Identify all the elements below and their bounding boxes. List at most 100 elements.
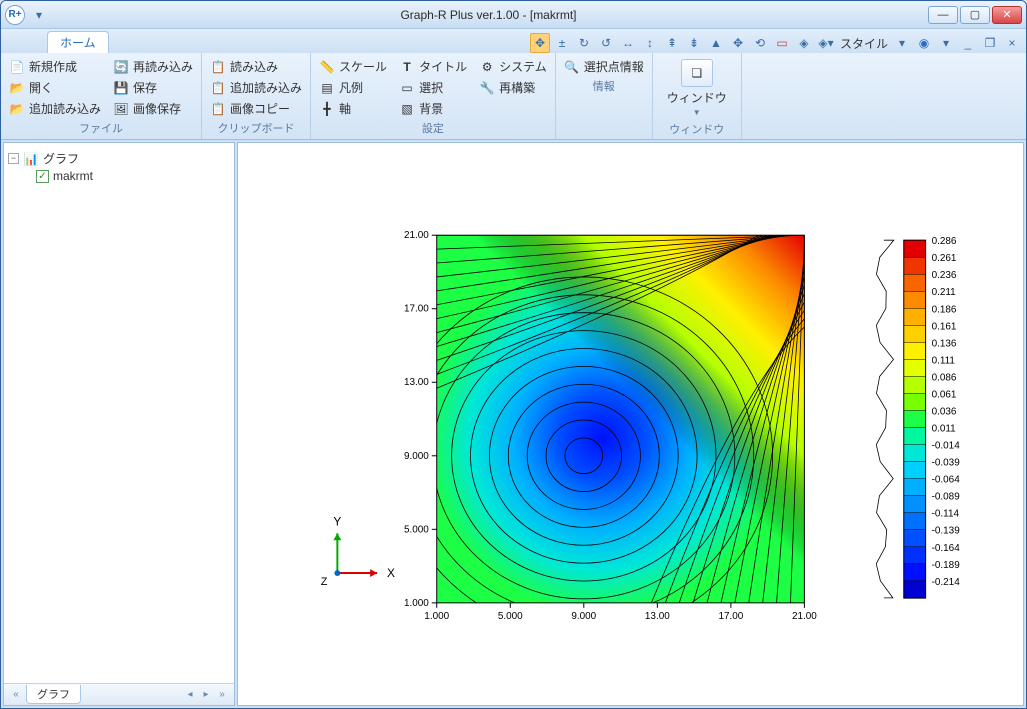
svg-text:0.211: 0.211 [932, 287, 957, 298]
svg-text:Z: Z [321, 576, 328, 588]
title-label: タイトル [419, 58, 467, 75]
qat-dropdown-icon[interactable]: ▾ [29, 5, 49, 25]
help-icon[interactable]: ◉ [914, 33, 934, 53]
save-button[interactable]: 💾保存 [111, 78, 195, 97]
reload-icon: 🔄 [113, 59, 129, 75]
group-file-label: ファイル [7, 120, 195, 136]
svg-text:-0.139: -0.139 [932, 526, 961, 537]
rotate-ccw-icon[interactable]: ↺ [596, 33, 616, 53]
pan-icon[interactable]: ✥ [728, 33, 748, 53]
adjust2-icon[interactable]: ⇟ [684, 33, 704, 53]
titlebar: R+ ▾ Graph-R Plus ver.1.00 - [makrmt] — … [1, 1, 1026, 29]
svg-text:0.136: 0.136 [932, 338, 957, 349]
move-icon[interactable]: ✥ [530, 33, 550, 53]
window-label: ウィンドウ [667, 89, 727, 106]
tree-nav-first-icon[interactable]: « [10, 689, 22, 701]
help-dropdown-icon[interactable]: ▾ [936, 33, 956, 53]
title-button[interactable]: Tタイトル [397, 57, 469, 76]
selpoint-button[interactable]: 🔍選択点情報 [562, 57, 646, 76]
refresh-icon[interactable]: ⟲ [750, 33, 770, 53]
flip-h-icon[interactable]: ↔ [618, 33, 638, 53]
scale-icon: 📏 [319, 59, 335, 75]
svg-text:13.00: 13.00 [645, 611, 670, 622]
select-rect-icon[interactable]: ▭ [772, 33, 792, 53]
svg-text:-0.014: -0.014 [932, 441, 961, 452]
tree-nav-last-icon[interactable]: » [216, 689, 228, 701]
axis-label: 軸 [339, 100, 351, 117]
group-settings: 📏スケール ▤凡例 ╋軸 Tタイトル ▭選択 ▧背景 ⚙システム 🔧再構築 設定 [311, 53, 556, 139]
new-label: 新規作成 [29, 58, 77, 75]
select-button[interactable]: ▭選択 [397, 78, 469, 97]
mdi-close-icon[interactable]: × [1002, 33, 1022, 53]
svg-text:13.00: 13.00 [404, 377, 429, 388]
legend-button[interactable]: ▤凡例 [317, 78, 389, 97]
pointer-icon[interactable]: ▲ [706, 33, 726, 53]
svg-text:5.000: 5.000 [404, 524, 429, 535]
svg-text:17.00: 17.00 [718, 611, 743, 622]
background-button[interactable]: ▧背景 [397, 99, 469, 118]
ribbon-tabstrip: ホーム ✥ ± ↻ ↺ ↔ ↕ ⇞ ⇟ ▲ ✥ ⟲ ▭ ◈ ◈▾ スタイル▾ ◉… [1, 29, 1026, 53]
tree-tab-graph[interactable]: グラフ [26, 685, 81, 704]
add-folder-icon: 📂 [9, 101, 25, 117]
scale-button[interactable]: 📏スケール [317, 57, 389, 76]
tree-tabbar: « グラフ ◂ ▸ » [4, 683, 234, 705]
clip-addload-button[interactable]: 📋追加読み込み [208, 78, 304, 97]
svg-text:9.000: 9.000 [571, 611, 596, 622]
open-folder-icon: 📂 [9, 80, 25, 96]
style-dropdown-icon[interactable]: ▾ [892, 33, 912, 53]
tree-item-row[interactable]: ✓ makrmt [8, 168, 230, 184]
maximize-button[interactable]: ▢ [960, 6, 990, 24]
new-button[interactable]: 📄新規作成 [7, 57, 103, 76]
axis-button[interactable]: ╋軸 [317, 99, 389, 118]
system-icon: ⚙ [479, 59, 495, 75]
open-label: 開く [29, 79, 53, 96]
select-icon: ▭ [399, 80, 415, 96]
axis-icon: ╋ [319, 101, 335, 117]
tree-nav-next-icon[interactable]: ▸ [200, 689, 212, 701]
svg-text:-0.064: -0.064 [932, 475, 961, 486]
zoom-in-icon[interactable]: ± [552, 33, 572, 53]
reload-button[interactable]: 🔄再読み込み [111, 57, 195, 76]
window-button[interactable]: ❏ ウィンドウ ▼ [659, 57, 735, 119]
close-button[interactable]: ✕ [992, 6, 1022, 24]
svg-text:17.00: 17.00 [404, 304, 429, 315]
scale-label: スケール [339, 58, 387, 75]
rotate-cw-icon[interactable]: ↻ [574, 33, 594, 53]
group-settings-label: 設定 [317, 120, 549, 136]
svg-text:0.261: 0.261 [932, 253, 957, 264]
rebuild-icon: 🔧 [479, 80, 495, 96]
app-icon[interactable]: R+ [5, 5, 25, 25]
open-button[interactable]: 📂開く [7, 78, 103, 97]
flip-v-icon[interactable]: ↕ [640, 33, 660, 53]
group-window: ❏ ウィンドウ ▼ ウィンドウ [653, 53, 742, 139]
tab-home[interactable]: ホーム [47, 31, 109, 53]
cube-dropdown-icon[interactable]: ◈▾ [816, 33, 836, 53]
rebuild-button[interactable]: 🔧再構築 [477, 78, 549, 97]
svg-text:Y: Y [333, 514, 341, 528]
minimize-button[interactable]: — [928, 6, 958, 24]
tree-nav-prev-icon[interactable]: ◂ [184, 689, 196, 701]
tree-pane: − 📊 グラフ ✓ makrmt « グラフ ◂ ▸ » [3, 142, 235, 706]
group-clipboard: 📋読み込み 📋追加読み込み 📋画像コピー クリップボード [202, 53, 311, 139]
tree-collapse-icon[interactable]: − [8, 153, 19, 164]
svg-text:0.011: 0.011 [932, 424, 957, 435]
svg-text:0.111: 0.111 [932, 355, 956, 366]
chart-canvas[interactable]: 1.0005.0009.00013.0017.0021.001.0005.000… [237, 142, 1024, 706]
tree-root-row[interactable]: − 📊 グラフ [8, 149, 230, 168]
clip-load-button[interactable]: 📋読み込み [208, 57, 304, 76]
window-title: Graph-R Plus ver.1.00 - [makrmt] [49, 8, 928, 22]
checkbox-checked-icon[interactable]: ✓ [36, 170, 49, 183]
saveimg-button[interactable]: 🖼画像保存 [111, 99, 195, 118]
addload-label: 追加読み込み [29, 100, 101, 117]
legend-icon: ▤ [319, 80, 335, 96]
addload-button[interactable]: 📂追加読み込み [7, 99, 103, 118]
clip-copyimg-button[interactable]: 📋画像コピー [208, 99, 304, 118]
system-button[interactable]: ⚙システム [477, 57, 549, 76]
adjust1-icon[interactable]: ⇞ [662, 33, 682, 53]
mdi-minimize-icon[interactable]: _ [958, 33, 978, 53]
bg-label: 背景 [419, 100, 443, 117]
cube-icon[interactable]: ◈ [794, 33, 814, 53]
style-label[interactable]: スタイル [838, 35, 890, 52]
svg-text:-0.089: -0.089 [932, 492, 961, 503]
mdi-restore-icon[interactable]: ❐ [980, 33, 1000, 53]
